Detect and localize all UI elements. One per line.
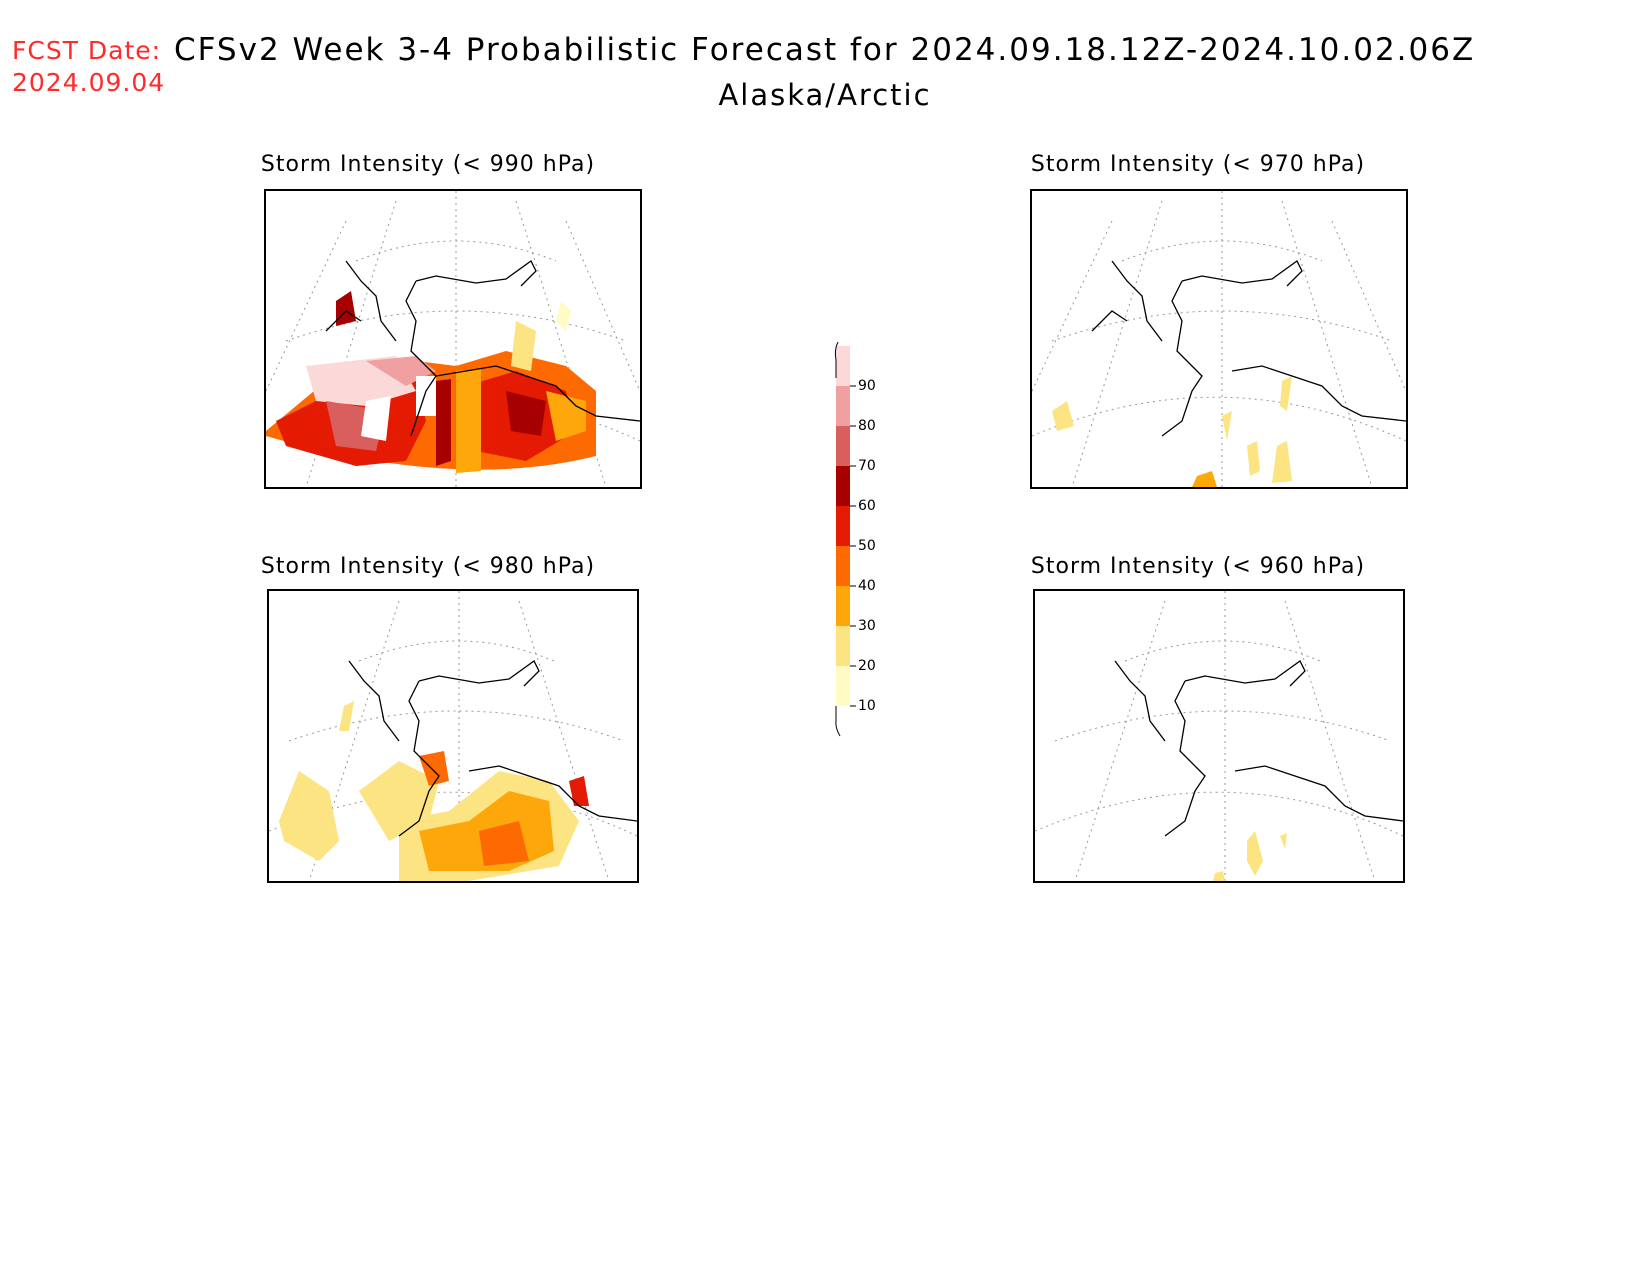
colorbar-label-30: 30 [858, 618, 876, 634]
probability-fill-960 [1213, 831, 1287, 881]
colorbar-label-50: 50 [858, 538, 876, 554]
colorbar-box-70 [836, 426, 850, 466]
map-panel-970 [1030, 189, 1408, 489]
probability-fill-990 [266, 291, 596, 473]
colorbar-label-90: 90 [858, 378, 876, 394]
colorbar-label-20: 20 [858, 658, 876, 674]
figure-title: CFSv2 Week 3-4 Probabilistic Forecast fo… [174, 32, 1476, 68]
colorbar-label-10: 10 [858, 698, 876, 714]
colorbar-boxes [836, 346, 856, 707]
colorbar-box-60 [836, 466, 850, 506]
panel-title-970: Storm Intensity (< 970 hPa) [1030, 152, 1366, 177]
colorbar-label-40: 40 [858, 578, 876, 594]
map-980-svg [269, 591, 637, 881]
coastline-980 [348, 660, 637, 837]
map-990-svg [266, 191, 640, 487]
colorbar-label-70: 70 [858, 458, 876, 474]
colorbar-bottom-arrow [835, 706, 841, 737]
figure-subtitle: Alaska/Arctic [718, 78, 932, 112]
colorbar-top-arrow [834, 341, 839, 378]
colorbar-box-50 [836, 506, 850, 546]
map-960-svg [1035, 591, 1403, 881]
fcst-date-value: 2024.09.04 [12, 68, 166, 97]
probability-fill-970 [1052, 376, 1292, 487]
panel-title-960: Storm Intensity (< 960 hPa) [1030, 554, 1366, 579]
colorbar-box-80 [836, 386, 850, 426]
colorbar-label-60: 60 [858, 498, 876, 514]
coastline-990 [325, 260, 640, 437]
coastline-960 [1114, 660, 1403, 837]
map-panel-980 [267, 589, 639, 883]
map-panel-990 [264, 189, 642, 489]
colorbar [834, 341, 856, 737]
colorbar-box-10 [836, 666, 850, 706]
fcst-date-label: FCST Date: [12, 36, 162, 65]
map-panel-960 [1033, 589, 1405, 883]
panel-title-990: Storm Intensity (< 990 hPa) [260, 152, 596, 177]
probability-fill-980 [279, 701, 589, 881]
panel-title-980: Storm Intensity (< 980 hPa) [260, 554, 596, 579]
colorbar-box-40 [836, 546, 850, 586]
coastline-970 [1091, 260, 1406, 437]
map-970-svg [1032, 191, 1406, 487]
colorbar-box-90 [836, 346, 850, 386]
colorbar-label-80: 80 [858, 418, 876, 434]
colorbar-box-20 [836, 626, 850, 666]
colorbar-box-30 [836, 586, 850, 626]
